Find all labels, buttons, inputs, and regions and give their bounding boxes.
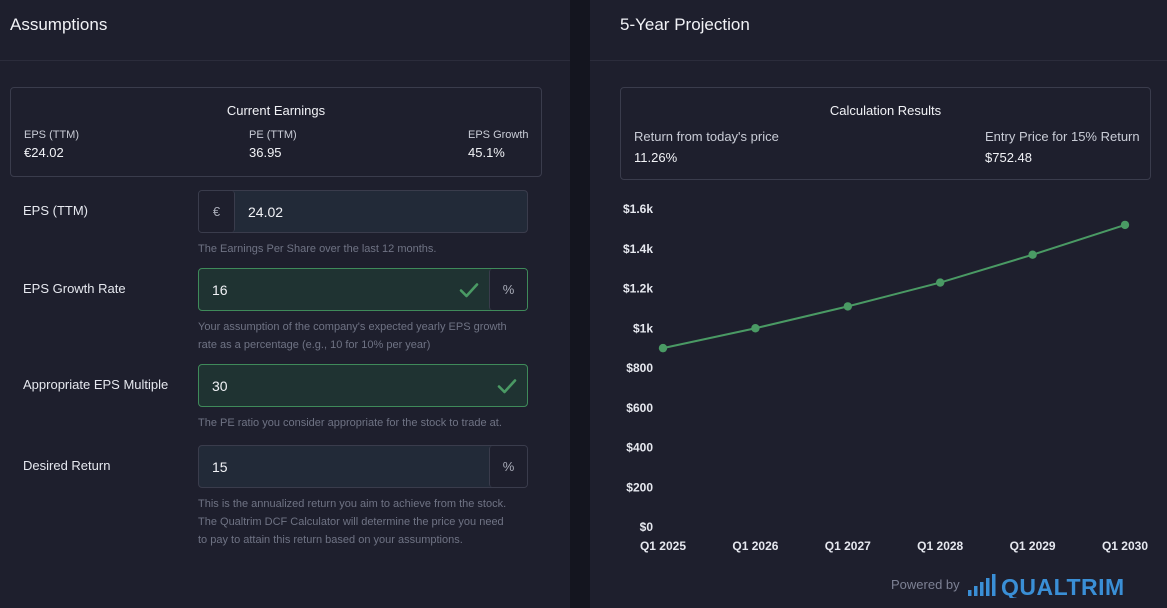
y-tick-label: $1.2k xyxy=(623,282,653,296)
return-value: 11.26% xyxy=(634,150,678,165)
projection-title: 5-Year Projection xyxy=(620,15,750,34)
y-tick-label: $800 xyxy=(626,361,653,375)
eps-growth-input[interactable]: 16 xyxy=(212,281,228,298)
current-earnings-card: Current Earnings EPS (TTM) €24.02 PE (TT… xyxy=(10,87,542,177)
eps-multiple-label: Appropriate EPS Multiple xyxy=(23,377,169,392)
stat-value: €24.02 xyxy=(24,145,64,160)
eps-ttm-input[interactable]: 24.02 xyxy=(248,203,284,220)
entry-price-label: Entry Price for 15% Return xyxy=(985,129,1140,144)
help-line: The Qualtrim DCF Calculator will determi… xyxy=(198,516,504,528)
percent-suffix: % xyxy=(489,269,527,310)
logo-bar xyxy=(974,586,978,596)
data-point xyxy=(1120,220,1130,230)
eps-ttm-input-group: € 24.02 xyxy=(198,190,528,233)
qualtrim-logo: QUALTRIM xyxy=(968,574,1148,603)
divider xyxy=(0,60,570,61)
logo-bar xyxy=(986,578,990,596)
data-point xyxy=(843,302,852,311)
stat-pe-ttm: PE (TTM) 36.95 xyxy=(249,129,297,160)
x-tick-label: Q1 2030 xyxy=(1102,539,1148,553)
help-line: Your assumption of the company's expecte… xyxy=(198,321,507,333)
stat-label: PE (TTM) xyxy=(249,129,297,141)
logo-bar xyxy=(992,574,996,596)
y-tick-label: $1k xyxy=(633,321,653,335)
y-tick-label: $1.6k xyxy=(623,202,653,216)
return-label: Return from today's price xyxy=(634,129,779,144)
logo-bar xyxy=(968,590,972,596)
x-tick-label: Q1 2027 xyxy=(825,539,871,553)
calculation-results-card: Calculation Results Return from today's … xyxy=(620,87,1151,180)
assumptions-title: Assumptions xyxy=(10,15,108,34)
eps-ttm-label: EPS (TTM) xyxy=(23,203,88,218)
y-tick-label: $1.4k xyxy=(623,242,653,256)
logo-text: QUALTRIM xyxy=(1001,574,1125,598)
stat-eps-ttm: EPS (TTM) €24.02 xyxy=(24,129,79,160)
y-tick-label: $400 xyxy=(626,441,653,455)
x-tick-label: Q1 2029 xyxy=(1010,539,1056,553)
current-earnings-title: Current Earnings xyxy=(226,103,326,118)
x-tick-label: Q1 2026 xyxy=(732,539,778,553)
desired-return-input[interactable]: 15 xyxy=(212,458,228,475)
desired-return-input-group: 15 % xyxy=(198,445,528,488)
assumptions-panel: Assumptions Current Earnings EPS (TTM) €… xyxy=(0,0,570,608)
help-line: to pay to attain this return based on yo… xyxy=(198,534,463,546)
projection-line-chart: $0 $200 $400 $600 $800 $1k $1.2k $1.4k $1.6k Q1 2… xyxy=(623,202,1148,553)
check-icon xyxy=(449,269,489,310)
eps-multiple-input[interactable]: 30 xyxy=(212,377,228,394)
y-tick-label: $0 xyxy=(640,520,654,534)
stat-label: EPS (TTM) xyxy=(24,129,79,141)
check-icon xyxy=(487,365,527,406)
data-point xyxy=(936,278,945,287)
eps-ttm-help: The Earnings Per Share over the last 12 … xyxy=(198,243,437,255)
data-point xyxy=(658,343,668,353)
stat-value: 45.1% xyxy=(468,145,505,160)
help-line: This is the annualized return you aim to… xyxy=(198,498,507,510)
stat-label: EPS Growth xyxy=(468,129,529,141)
entry-price-result: Entry Price for 15% Return $752.48 xyxy=(985,129,1140,165)
eps-multiple-help: The PE ratio you consider appropriate fo… xyxy=(198,417,502,429)
logo-bar xyxy=(980,582,984,596)
desired-return-help: This is the annualized return you aim to… xyxy=(198,495,538,549)
desired-return-label: Desired Return xyxy=(23,458,111,473)
data-point xyxy=(751,324,760,333)
calculation-results-title: Calculation Results xyxy=(829,103,942,118)
entry-price-value: $752.48 xyxy=(985,150,1032,165)
return-result: Return from today's price 11.26% xyxy=(634,129,779,165)
percent-suffix: % xyxy=(489,446,527,487)
stat-eps-growth: EPS Growth 45.1% xyxy=(468,129,529,160)
eps-growth-label: EPS Growth Rate xyxy=(23,281,126,296)
eps-multiple-input-group: 30 xyxy=(198,364,528,407)
currency-prefix: € xyxy=(199,191,235,232)
y-tick-label: $600 xyxy=(626,401,653,415)
help-line: rate as a percentage (e.g., 10 for 10% p… xyxy=(198,339,431,351)
x-tick-label: Q1 2028 xyxy=(917,539,963,553)
stat-value: 36.95 xyxy=(249,145,282,160)
projection-panel: 5-Year Projection Calculation Results Re… xyxy=(590,0,1167,608)
data-point xyxy=(1028,250,1037,259)
series-line xyxy=(662,223,1126,350)
x-tick-label: Q1 2025 xyxy=(640,539,686,553)
divider xyxy=(590,60,1167,61)
y-tick-label: $200 xyxy=(626,480,653,494)
eps-growth-input-group: 16 % xyxy=(198,268,528,311)
powered-by-label: Powered by xyxy=(891,577,960,592)
eps-growth-help: Your assumption of the company's expecte… xyxy=(198,318,538,354)
